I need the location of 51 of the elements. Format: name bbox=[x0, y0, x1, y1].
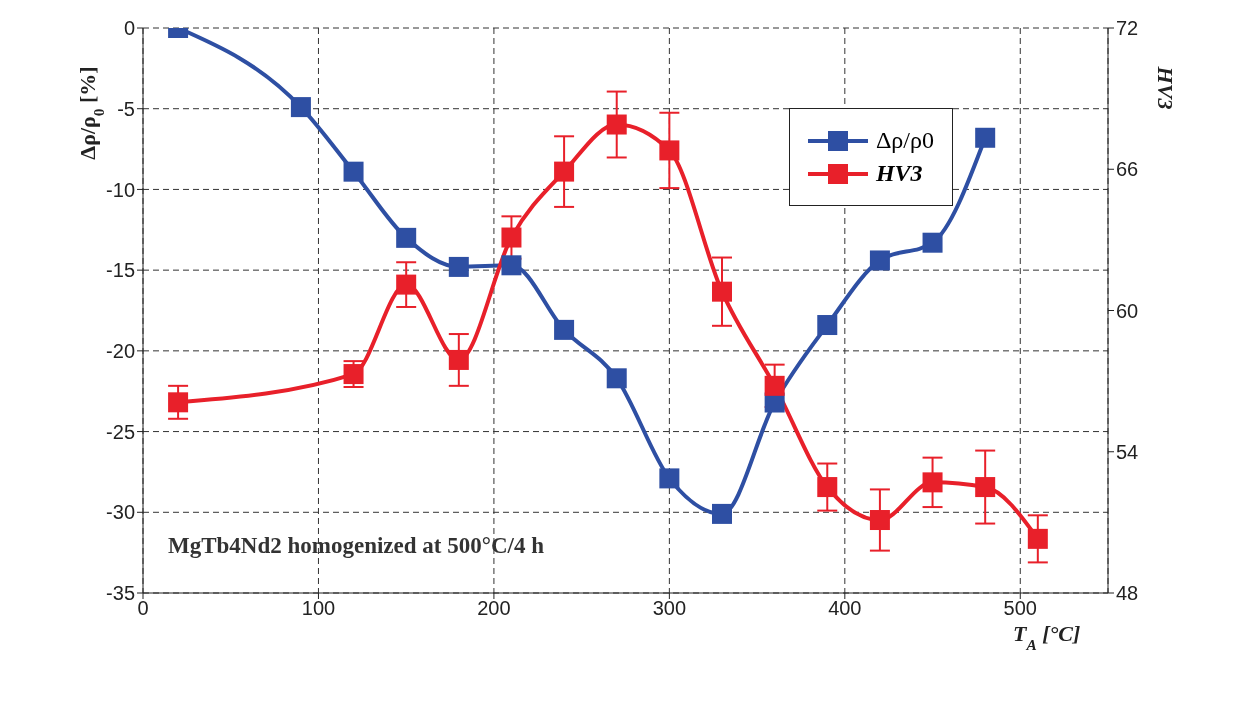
point bbox=[922, 472, 943, 493]
point bbox=[554, 319, 575, 340]
point bbox=[659, 468, 680, 489]
point bbox=[817, 315, 838, 336]
point bbox=[975, 477, 996, 498]
point bbox=[448, 349, 469, 370]
point bbox=[168, 392, 189, 413]
point bbox=[343, 161, 364, 182]
x-axis-title: T$_{A}$ [°C] bbox=[1013, 621, 1081, 653]
point bbox=[712, 281, 732, 302]
point bbox=[501, 255, 522, 276]
legend-label: Δρ/ρ0 bbox=[875, 127, 934, 154]
y-tick-label: -10 bbox=[106, 178, 135, 201]
y-tick-label: -20 bbox=[106, 339, 135, 362]
point bbox=[448, 256, 469, 277]
y-tick-label: -35 bbox=[106, 582, 135, 605]
point bbox=[712, 503, 732, 524]
point bbox=[817, 477, 838, 498]
point bbox=[396, 227, 417, 248]
y-tick-label: 0 bbox=[123, 17, 135, 40]
x-tick-label: 400 bbox=[828, 597, 862, 620]
point bbox=[764, 375, 785, 396]
point bbox=[501, 227, 522, 248]
point bbox=[290, 97, 311, 118]
y2-tick-label: 66 bbox=[1116, 158, 1139, 181]
point bbox=[975, 127, 996, 148]
annotation: MgTb4Nd2 homogenized at 500°C/4 h bbox=[168, 533, 544, 559]
x-tick-label: 200 bbox=[477, 597, 511, 620]
point bbox=[396, 274, 417, 295]
x-tick-label: 0 bbox=[137, 597, 149, 620]
y2-axis-title: HV3 bbox=[1153, 65, 1178, 110]
point bbox=[869, 250, 890, 271]
point bbox=[922, 232, 943, 253]
y2-tick-label: 48 bbox=[1116, 582, 1139, 605]
y-tick-label: -30 bbox=[106, 501, 135, 524]
x-tick-label: 300 bbox=[652, 597, 687, 620]
y-tick-label: -15 bbox=[106, 259, 135, 282]
point bbox=[659, 140, 680, 161]
y-tick-label: -25 bbox=[106, 420, 135, 443]
y2-tick-label: 54 bbox=[1116, 440, 1139, 463]
point bbox=[606, 114, 627, 135]
x-tick-label: 100 bbox=[301, 597, 336, 620]
x-tick-label: 500 bbox=[1003, 597, 1037, 620]
y2-tick-label: 72 bbox=[1116, 17, 1139, 40]
point bbox=[606, 368, 627, 389]
point bbox=[1027, 528, 1048, 549]
point bbox=[554, 161, 575, 182]
point bbox=[869, 510, 890, 531]
legend-label: HV3 bbox=[875, 160, 923, 187]
y2-tick-label: 60 bbox=[1116, 299, 1139, 322]
y-tick-label: -5 bbox=[117, 97, 135, 120]
